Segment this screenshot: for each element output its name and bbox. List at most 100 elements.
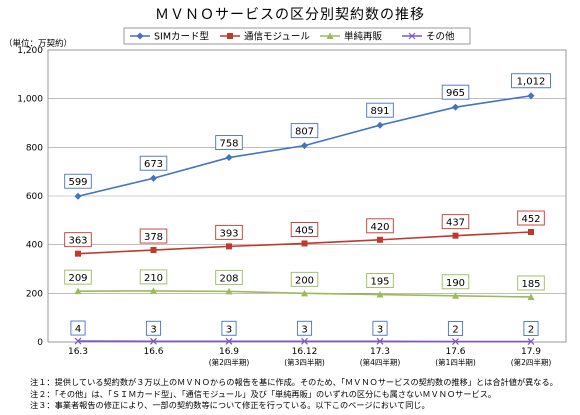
x-tick-label: 16.9 [219, 347, 239, 357]
data-label-box [447, 321, 464, 336]
data-label-box [517, 210, 545, 226]
legend-marker [408, 32, 416, 40]
data-label: 3 [301, 324, 307, 335]
data-point [452, 338, 459, 345]
data-label: 195 [370, 277, 389, 288]
x-tick-sublabel: (第3四半期) [284, 357, 325, 367]
series-1: 599 673 758 807 891 965 1,012 [64, 73, 551, 200]
data-point [74, 192, 82, 200]
y-tick-label: 200 [26, 289, 43, 299]
x-tick-sublabel: (第1四半期) [435, 357, 476, 367]
series-4: 4 3 3 3 3 2 2 [70, 320, 539, 345]
data-label-box [290, 123, 319, 139]
legend-box [123, 27, 471, 45]
x-tick-sublabel: (第2四半期) [511, 357, 552, 367]
y-tick-label: 1,200 [17, 46, 43, 56]
data-point [225, 337, 233, 345]
data-point [150, 247, 157, 254]
legend-item: 通信モジュール [220, 31, 310, 43]
data-label: 807 [295, 127, 314, 138]
data-label-box [64, 173, 92, 189]
data-point [150, 337, 157, 345]
y-tick-label: 800 [26, 143, 43, 153]
data-label-box [70, 320, 86, 336]
data-point [301, 142, 308, 150]
data-label: 3 [226, 324, 232, 335]
unit-label: （単位：万契約） [4, 38, 72, 49]
x-tick-label: 16.3 [68, 347, 88, 357]
y-tick-label: 0 [37, 338, 43, 348]
data-label-box [139, 269, 168, 285]
data-label: 4 [75, 324, 81, 335]
data-point [527, 293, 535, 300]
data-label-box [511, 73, 551, 89]
data-point [452, 103, 459, 111]
data-label-box [215, 135, 243, 151]
data-point [301, 337, 308, 345]
data-point [376, 337, 384, 345]
legend-marker [326, 32, 334, 39]
data-label-box [290, 271, 319, 287]
data-label-box [441, 84, 470, 100]
x-tick-sublabel: (第2四半期) [209, 357, 250, 367]
data-label: 190 [446, 278, 465, 289]
data-label: 363 [68, 236, 87, 247]
data-point [225, 287, 233, 295]
data-label: 185 [521, 279, 540, 290]
legend-marker [136, 32, 144, 40]
data-label: 420 [370, 222, 389, 233]
data-label: 599 [68, 177, 87, 188]
data-point [376, 121, 384, 129]
legend-label: 単純再販 [344, 31, 383, 43]
footnote-2: 注２：「その他」は、「ＳＩＭカード型」、「通信モジュール」及び「単純再販」のいず… [30, 388, 497, 399]
legend-marker [227, 33, 233, 39]
data-label-box [366, 102, 394, 118]
data-point [527, 92, 535, 100]
data-label: 378 [144, 232, 163, 243]
data-label-box [64, 232, 92, 248]
data-point [376, 291, 384, 298]
data-label: 437 [446, 218, 465, 229]
series-3: 209 210 208 200 195 190 185 [64, 269, 545, 300]
data-label: 2 [528, 325, 534, 336]
y-tick-label: 400 [26, 241, 43, 251]
data-label: 758 [219, 139, 238, 150]
data-label-box [517, 275, 545, 291]
y-tick-label: 1,000 [17, 95, 43, 105]
x-tick-label: 17.9 [521, 347, 541, 357]
data-label-box [523, 321, 539, 336]
legend-item: 単純再販 [320, 31, 383, 43]
footnotes: 注１：提供している契約数が３万以上のＭＶＮＯからの報告を基に作成。そのため、「Ｍ… [30, 377, 575, 412]
x-tick-label: 16.12 [292, 347, 318, 357]
series-2: 363 378 393 405 420 437 452 [64, 210, 545, 257]
footnote-3: 注３：事業者報告の修正により、一部の契約数等について修正を行っている。以下このペ… [30, 400, 430, 410]
data-point [301, 289, 308, 297]
data-label-box [366, 218, 394, 234]
data-label: 210 [144, 273, 163, 284]
data-label: 891 [370, 106, 389, 117]
data-label-box [441, 274, 470, 290]
data-label-box [296, 320, 313, 336]
legend-item: SIMカード型 [130, 32, 210, 43]
data-label-box [139, 228, 168, 244]
data-label-box [215, 224, 243, 240]
x-tick-label: 17.3 [370, 347, 390, 357]
data-label: 965 [446, 88, 465, 99]
footnote-1: 注１：提供している契約数が３万以上のＭＶＮＯからの報告を基に作成。そのため、「Ｍ… [30, 377, 558, 387]
data-point [527, 338, 535, 345]
chart-title: ＭＶＮＯサービスの区分別契約数の推移 [155, 7, 425, 23]
data-label: 393 [219, 228, 238, 239]
data-label-box [145, 320, 162, 336]
data-point [225, 154, 233, 162]
data-label-box [441, 214, 470, 230]
data-point [226, 243, 232, 250]
data-label: 200 [295, 275, 314, 286]
y-axis: 0 200 400 600 800 1,000 1,200 [17, 46, 43, 348]
data-point [452, 292, 459, 299]
data-label: 2 [452, 325, 458, 336]
data-point [452, 232, 459, 239]
data-label-box [221, 320, 237, 336]
data-point [528, 229, 534, 236]
data-label-box [215, 269, 243, 285]
